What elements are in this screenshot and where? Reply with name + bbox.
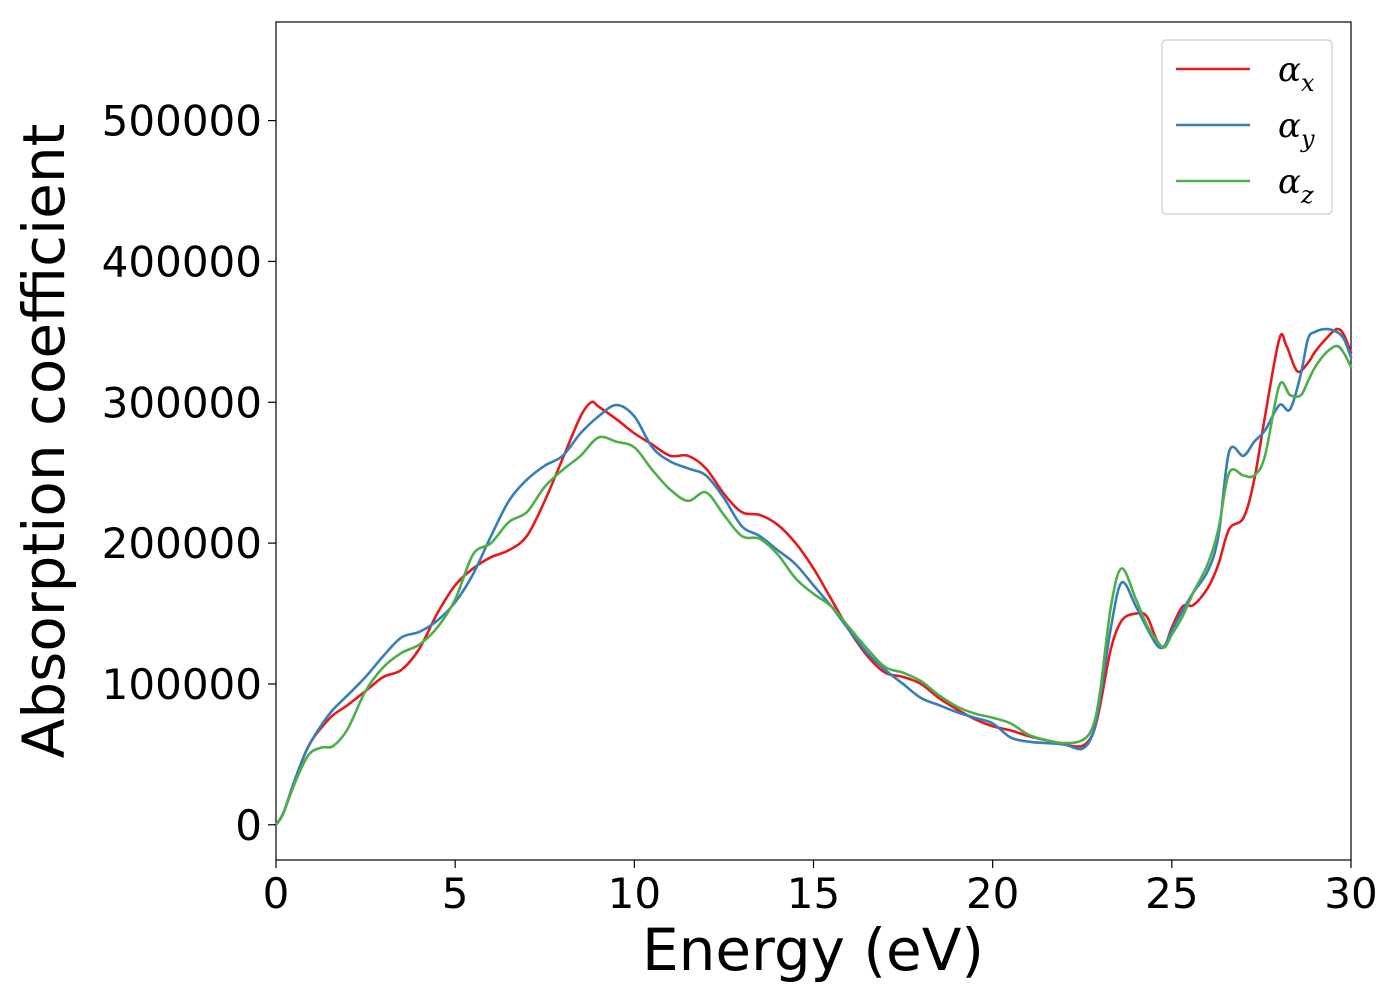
x-tick-label: 0 — [263, 869, 290, 918]
legend-box — [1161, 39, 1333, 215]
y-tick-label: 0 — [235, 801, 262, 850]
series-layer — [274, 327, 1353, 827]
y-axis-title: Absorption coefficient — [10, 124, 78, 759]
y-tick-label: 300000 — [102, 378, 262, 427]
y-tick-label: 100000 — [102, 660, 262, 709]
x-tick-label: 10 — [608, 869, 661, 918]
y-tick-label: 500000 — [102, 97, 262, 146]
legend-label-alpha-x: αx — [1278, 50, 1315, 97]
legend-label-symbol: α — [1278, 50, 1301, 90]
x-tick-label: 5 — [442, 869, 469, 918]
x-tick-label: 15 — [787, 869, 840, 918]
x-axis-title: Energy (eV) — [642, 916, 984, 984]
series-line-alpha-z — [274, 344, 1353, 827]
x-tick-label: 30 — [1324, 869, 1377, 918]
x-axis-ticks: 0 5 10 15 20 25 30 — [263, 860, 1378, 918]
legend-label-subscript: y — [1300, 125, 1315, 153]
legend-label-alpha-z: αz — [1278, 162, 1314, 209]
series-line-alpha-y — [274, 327, 1353, 827]
legend-label-alpha-y: αy — [1278, 106, 1315, 153]
x-tick-label: 25 — [1145, 869, 1198, 918]
legend-label-symbol: α — [1278, 162, 1301, 202]
y-tick-label: 400000 — [102, 237, 262, 286]
x-tick-label: 20 — [966, 869, 1019, 918]
legend-label-subscript: x — [1301, 69, 1315, 97]
legend-label-symbol: α — [1278, 106, 1301, 146]
series-line-alpha-x — [274, 327, 1353, 827]
legend-label-subscript: z — [1300, 181, 1314, 209]
y-tick-label: 200000 — [102, 519, 262, 568]
y-axis-ticks: 0 100000 200000 300000 400000 500000 — [102, 97, 276, 850]
